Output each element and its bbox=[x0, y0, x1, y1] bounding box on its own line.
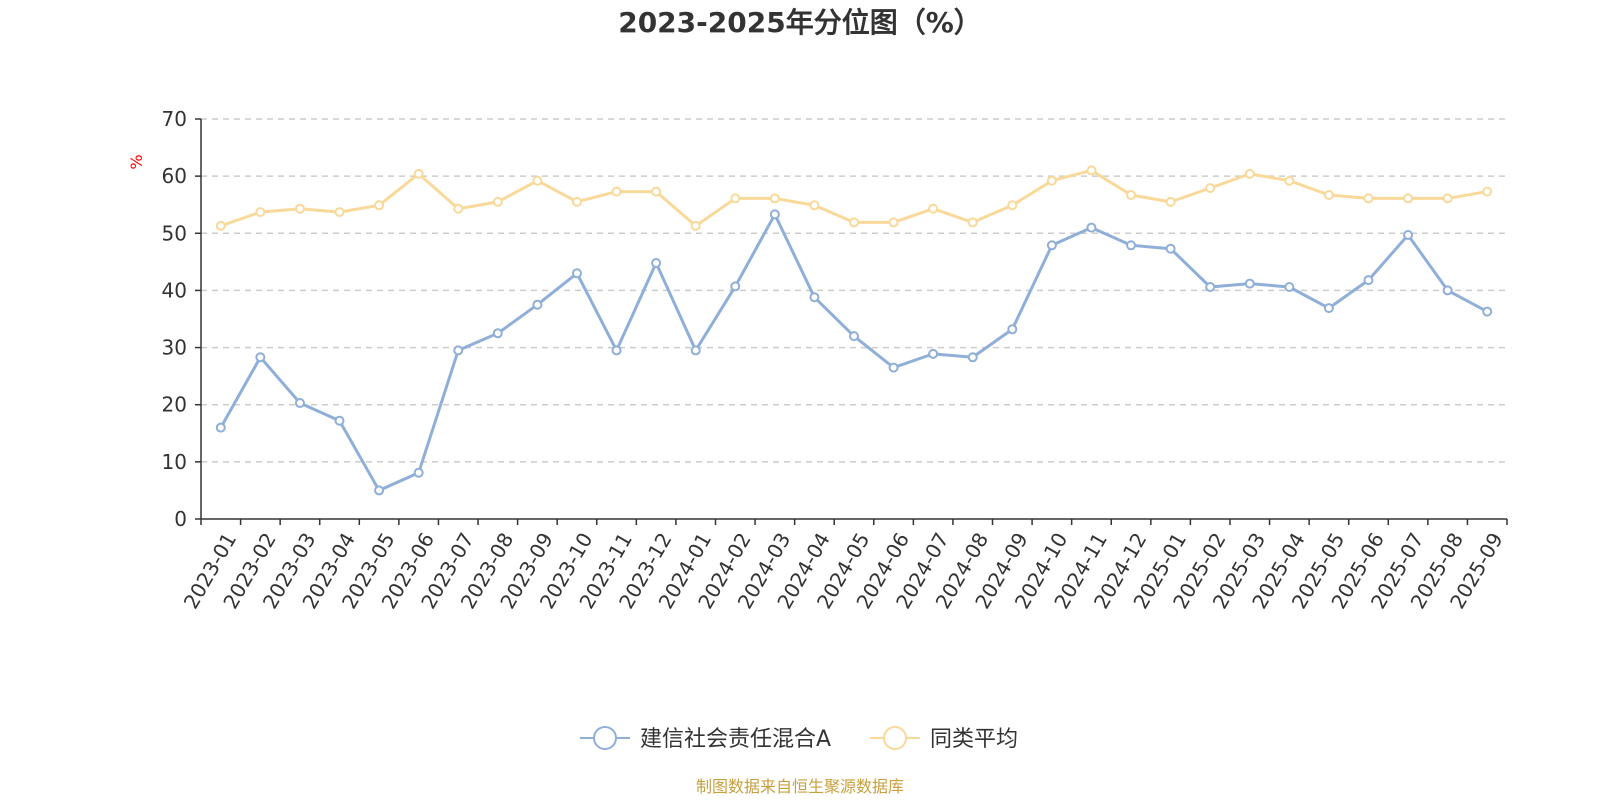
legend[interactable]: 建信社会责任混合A 同类平均 bbox=[580, 726, 1018, 752]
data-point[interactable] bbox=[1205, 183, 1216, 194]
grid-lines bbox=[201, 118, 1507, 463]
data-point[interactable] bbox=[611, 345, 622, 356]
data-point[interactable] bbox=[294, 398, 305, 408]
y-axis-unit: % bbox=[127, 154, 146, 169]
data-point[interactable] bbox=[611, 186, 622, 197]
data-point[interactable] bbox=[1442, 285, 1453, 296]
data-point[interactable] bbox=[453, 345, 464, 356]
data-point[interactable] bbox=[215, 220, 226, 231]
data-point[interactable] bbox=[374, 200, 385, 211]
data-point[interactable] bbox=[532, 175, 543, 186]
data-point[interactable] bbox=[1205, 282, 1216, 292]
data-point[interactable] bbox=[1086, 222, 1097, 233]
data-point[interactable] bbox=[492, 196, 503, 207]
y-tick-label: 50 bbox=[162, 221, 187, 245]
data-point[interactable] bbox=[888, 217, 899, 228]
y-tick-label: 20 bbox=[162, 393, 187, 417]
data-point[interactable] bbox=[1126, 190, 1137, 200]
legend-label: 建信社会责任混合A bbox=[640, 727, 831, 752]
data-point[interactable] bbox=[255, 207, 266, 218]
data-point[interactable] bbox=[967, 352, 978, 363]
data-point[interactable] bbox=[1363, 193, 1374, 204]
legend-label: 同类平均 bbox=[930, 727, 1018, 752]
data-point[interactable] bbox=[1086, 165, 1097, 176]
data-point[interactable] bbox=[453, 203, 464, 214]
data-point[interactable] bbox=[967, 217, 978, 228]
series-lines bbox=[215, 165, 1493, 496]
data-point[interactable] bbox=[1046, 175, 1057, 186]
data-point[interactable] bbox=[1007, 324, 1018, 335]
data-point[interactable] bbox=[849, 217, 859, 228]
data-point[interactable] bbox=[730, 193, 741, 204]
data-point[interactable] bbox=[571, 196, 582, 207]
y-tick-label: 60 bbox=[162, 164, 187, 188]
y-tick-label: 10 bbox=[162, 450, 187, 474]
data-point[interactable] bbox=[413, 467, 424, 478]
y-tick-label: 0 bbox=[174, 507, 187, 531]
data-point[interactable] bbox=[1403, 193, 1414, 204]
y-tick-label: 70 bbox=[162, 107, 187, 131]
data-point[interactable] bbox=[1244, 168, 1255, 179]
data-point[interactable] bbox=[769, 209, 780, 220]
data-point[interactable] bbox=[690, 220, 701, 231]
axes: 0102030405060702023-012023-022023-032023… bbox=[162, 107, 1508, 613]
data-point[interactable] bbox=[215, 422, 226, 433]
legend-marker bbox=[593, 726, 617, 750]
y-tick-label: 40 bbox=[162, 278, 187, 302]
data-point[interactable] bbox=[730, 281, 741, 292]
data-point[interactable] bbox=[928, 203, 939, 214]
data-point[interactable] bbox=[1165, 196, 1176, 207]
data-point[interactable] bbox=[809, 200, 820, 211]
data-point[interactable] bbox=[1165, 243, 1176, 254]
data-point[interactable] bbox=[1442, 193, 1453, 204]
data-point[interactable] bbox=[413, 168, 424, 179]
data-point[interactable] bbox=[492, 328, 503, 339]
data-point[interactable] bbox=[334, 207, 345, 218]
data-point[interactable] bbox=[1244, 278, 1255, 289]
data-point[interactable] bbox=[1482, 186, 1493, 197]
data-point[interactable] bbox=[1126, 240, 1137, 251]
data-point[interactable] bbox=[1007, 200, 1018, 211]
data-point[interactable] bbox=[294, 203, 305, 214]
legend-marker bbox=[883, 726, 907, 750]
data-point[interactable] bbox=[651, 258, 662, 268]
source-note: 制图数据来自恒生聚源数据库 bbox=[696, 777, 904, 796]
data-point[interactable] bbox=[1046, 240, 1057, 251]
data-point[interactable] bbox=[849, 331, 859, 342]
data-point[interactable] bbox=[1284, 282, 1295, 292]
legend-item-0[interactable]: 建信社会责任混合A bbox=[580, 726, 831, 752]
data-point[interactable] bbox=[255, 352, 266, 363]
data-point[interactable] bbox=[1363, 275, 1374, 286]
data-point[interactable] bbox=[1323, 303, 1334, 314]
data-point[interactable] bbox=[1284, 175, 1295, 186]
data-point[interactable] bbox=[1323, 190, 1334, 200]
data-point[interactable] bbox=[571, 268, 582, 279]
data-point[interactable] bbox=[374, 485, 385, 496]
data-point[interactable] bbox=[651, 186, 662, 197]
data-point[interactable] bbox=[809, 292, 820, 303]
chart-title: 2023-2025年分位图（%） bbox=[618, 6, 982, 39]
series-line-0 bbox=[219, 212, 1488, 492]
data-point[interactable] bbox=[690, 345, 701, 356]
data-point[interactable] bbox=[928, 348, 939, 359]
data-point[interactable] bbox=[1403, 230, 1414, 240]
data-point[interactable] bbox=[769, 193, 780, 204]
data-point[interactable] bbox=[888, 362, 899, 373]
legend-item-1[interactable]: 同类平均 bbox=[870, 726, 1018, 752]
y-tick-label: 30 bbox=[162, 336, 187, 360]
data-point[interactable] bbox=[1482, 306, 1493, 317]
data-point[interactable] bbox=[532, 299, 543, 310]
data-point[interactable] bbox=[334, 415, 345, 426]
